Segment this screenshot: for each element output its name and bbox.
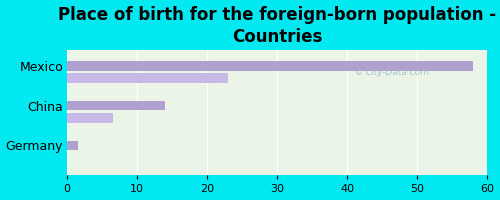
Bar [67,113,112,123]
Bar [67,61,474,71]
Text: City-Data.com: City-Data.com [366,68,430,77]
Title: Place of birth for the foreign-born population -
Countries: Place of birth for the foreign-born popu… [58,6,496,46]
Bar [67,101,166,110]
Bar [67,73,228,83]
Bar [67,141,78,150]
Text: ©: © [355,68,364,77]
